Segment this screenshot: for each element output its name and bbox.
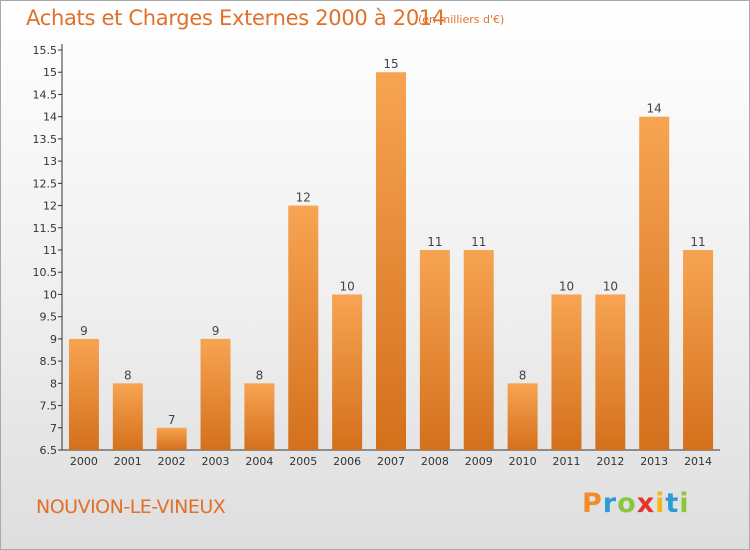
logo-letter: x: [636, 488, 656, 519]
proxiti-logo[interactable]: Proxiti: [582, 488, 690, 519]
bar-value-label: 11: [427, 235, 442, 249]
bar: [507, 383, 538, 450]
x-tick-label: 2007: [377, 455, 405, 468]
y-tick-label: 14.5: [33, 88, 58, 101]
y-tick-label: 8.5: [40, 355, 58, 368]
x-tick-label: 2014: [684, 455, 712, 468]
commune-name: NOUVION-LE-VINEUX: [36, 496, 226, 518]
y-tick-label: 13.5: [33, 133, 58, 146]
y-tick-label: 12.5: [33, 177, 58, 190]
x-tick-label: 2000: [70, 455, 98, 468]
y-tick-label: 14: [43, 111, 57, 124]
logo-letter: o: [617, 488, 637, 519]
bar-value-label: 11: [471, 235, 486, 249]
x-tick-label: 2001: [114, 455, 142, 468]
bar: [551, 294, 582, 450]
logo-letter: t: [665, 488, 680, 519]
x-tick-label: 2008: [421, 455, 449, 468]
bar: [200, 338, 231, 450]
x-tick-label: 2013: [640, 455, 668, 468]
bar-value-label: 14: [647, 102, 662, 116]
bar-value-label: 8: [124, 368, 132, 382]
x-tick-label: 2003: [202, 455, 230, 468]
y-ticks: 6.5 7 7.5 8 8.5 9 9.5 10 10.5 11 11.5 12 12.5 13 13.5 1…: [33, 44, 62, 457]
bar-value-label: 10: [603, 279, 618, 293]
x-tick-label: 2005: [289, 455, 317, 468]
x-tick-label: 2010: [509, 455, 537, 468]
bar-value-label: 11: [690, 235, 705, 249]
bar: [463, 250, 494, 450]
x-ticks: 2000 2001 2002 2003 2004 2005 2006 2007 2008 2009…: [70, 455, 712, 468]
x-tick-label: 2004: [245, 455, 273, 468]
bar: [68, 338, 99, 450]
bar: [288, 205, 319, 450]
y-tick-label: 13: [43, 155, 57, 168]
y-tick-label: 9.5: [40, 311, 58, 324]
x-tick-label: 2009: [465, 455, 493, 468]
bar-value-label: 9: [212, 324, 220, 338]
y-tick-label: 12: [43, 200, 57, 213]
y-tick-label: 10: [43, 288, 57, 301]
bar: [112, 383, 143, 450]
y-tick-label: 7: [50, 422, 57, 435]
bar-value-label: 9: [80, 324, 88, 338]
x-tick-label: 2002: [158, 455, 186, 468]
y-tick-label: 15.5: [33, 44, 58, 57]
bar-value-label: 12: [296, 191, 311, 205]
bars: 9 8 7 9 8 12 10 15 11 11 8 10 10 14 11: [68, 57, 714, 451]
bar-value-label: 7: [168, 413, 176, 427]
logo-letter: P: [582, 488, 603, 519]
bar: [639, 116, 670, 451]
logo-letter: i: [655, 488, 666, 519]
bar-value-label: 15: [383, 57, 398, 71]
x-tick-label: 2011: [552, 455, 580, 468]
bar: [683, 250, 714, 450]
bar: [419, 250, 450, 450]
logo-letter: i: [679, 488, 690, 519]
bar: [332, 294, 363, 450]
x-tick-label: 2012: [596, 455, 624, 468]
chart-title: Achats et Charges Externes 2000 à 2014: [26, 6, 446, 30]
y-tick-label: 6.5: [40, 444, 58, 457]
bar-value-label: 8: [256, 368, 264, 382]
bar-value-label: 10: [559, 279, 574, 293]
bar: [244, 383, 275, 450]
bar-value-label: 8: [519, 368, 527, 382]
y-tick-label: 15: [43, 66, 57, 79]
bar: [595, 294, 626, 450]
y-tick-label: 11.5: [33, 222, 58, 235]
chart-subtitle: (en milliers d'€): [418, 13, 505, 26]
bar: [156, 427, 187, 450]
y-tick-label: 7.5: [40, 400, 58, 413]
bar-value-label: 10: [339, 279, 354, 293]
y-tick-label: 8: [50, 377, 57, 390]
logo-letter: r: [602, 488, 618, 519]
y-tick-label: 9: [50, 333, 57, 346]
y-tick-label: 10.5: [33, 266, 58, 279]
x-tick-label: 2006: [333, 455, 361, 468]
bar: [376, 72, 406, 450]
y-tick-label: 11: [43, 244, 57, 257]
